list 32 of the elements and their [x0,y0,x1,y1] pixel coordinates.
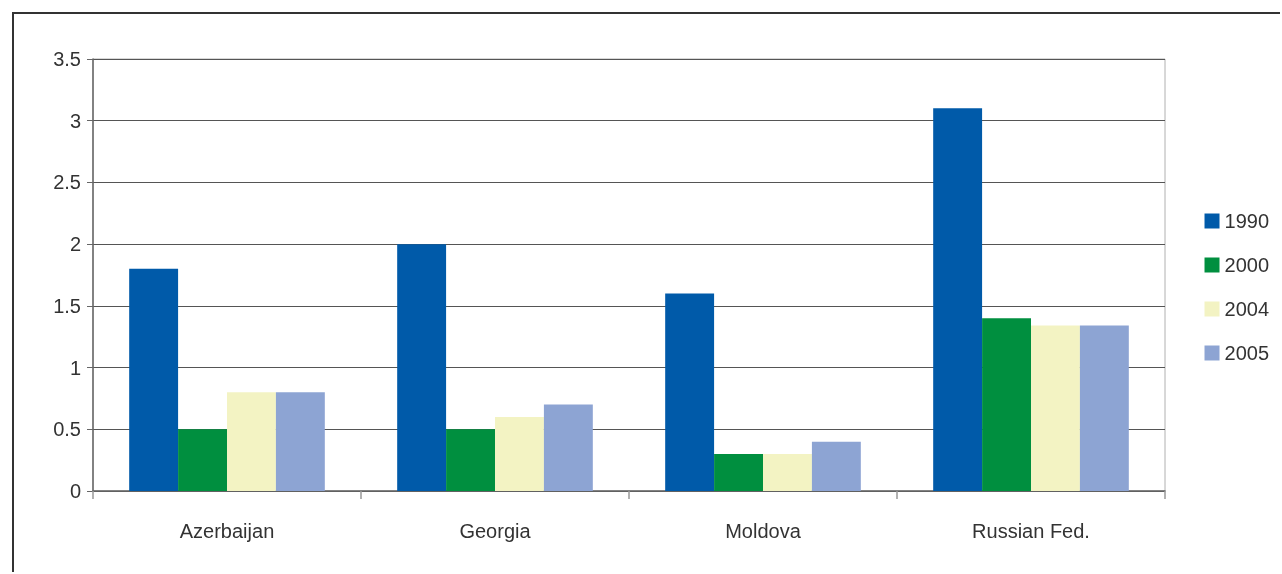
bar [275,392,325,491]
y-tick-label: 2.5 [53,171,81,194]
bar [811,441,861,491]
x-tick-label: Russian Fed. [972,520,1090,542]
bar [227,392,276,491]
bar [178,429,227,491]
legend-label: 1990 [1224,210,1270,232]
bar [495,416,544,491]
y-tick-label: 0.5 [53,418,81,441]
y-tick-label: 1.5 [53,294,81,317]
y-tick-label: 3.5 [53,48,81,70]
y-tick-label: 1 [69,356,81,379]
bar [543,404,593,491]
legend-label: 2005 [1224,342,1270,364]
bar [933,108,983,491]
bar [1079,325,1129,491]
bar [763,453,812,491]
y-tick-label: 0 [69,480,81,502]
legend-label: 2004 [1224,298,1270,320]
bar [714,453,763,491]
x-tick-label: Azerbaijan [179,520,275,542]
bar [129,268,179,491]
bar [982,318,1031,491]
bar [397,244,447,491]
y-tick-label: 2 [69,233,81,256]
y-tick-label: 3 [69,109,81,132]
x-tick-label: Georgia [459,520,532,542]
bar [1031,325,1080,491]
legend-label: 2000 [1224,254,1270,276]
bar [665,293,715,491]
bar [446,429,495,491]
x-tick-label: Moldova [725,520,802,542]
